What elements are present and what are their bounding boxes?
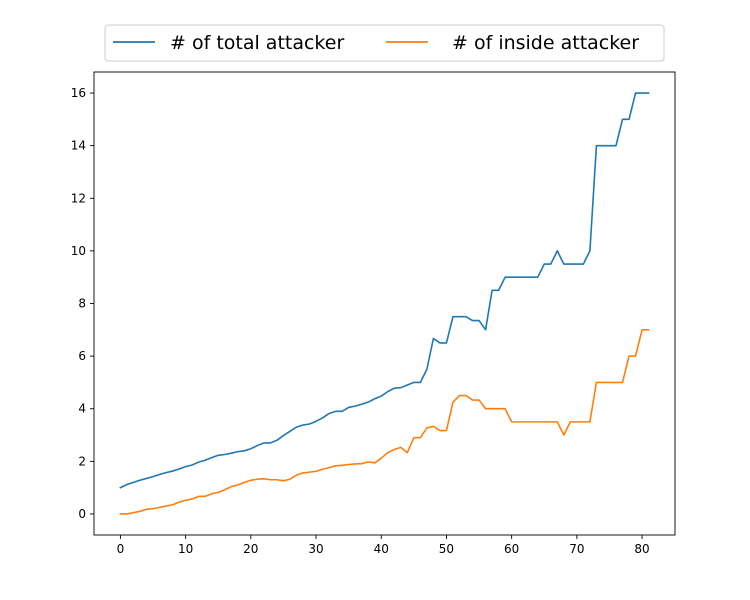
x-tick-label: 30	[308, 542, 323, 556]
series-line-total-attacker	[119, 92, 650, 489]
x-tick-label: 70	[569, 542, 584, 556]
series-line-inside-attacker	[119, 329, 650, 515]
x-tick-label: 60	[504, 542, 519, 556]
x-tick-label: 20	[243, 542, 258, 556]
y-tick-label: 16	[71, 86, 86, 100]
plot-area-frame	[93, 71, 676, 536]
x-tick-label: 0	[117, 542, 125, 556]
x-tick-label: 40	[374, 542, 389, 556]
legend-box	[104, 24, 665, 62]
y-tick-label: 2	[78, 454, 86, 468]
x-tick-label: 10	[178, 542, 193, 556]
x-tick-label: 50	[439, 542, 454, 556]
y-tick-label: 12	[71, 191, 86, 205]
y-tick-label: 14	[71, 139, 86, 153]
legend-entry-total-attacker: # of total attacker	[170, 32, 344, 54]
y-tick-label: 8	[78, 297, 86, 311]
y-tick-label: 10	[71, 244, 86, 258]
y-tick-label: 0	[78, 507, 86, 521]
y-tick-label: 6	[78, 349, 86, 363]
legend-entry-inside-attacker: # of inside attacker	[452, 32, 639, 54]
y-tick-label: 4	[78, 402, 86, 416]
x-tick-label: 80	[634, 542, 649, 556]
